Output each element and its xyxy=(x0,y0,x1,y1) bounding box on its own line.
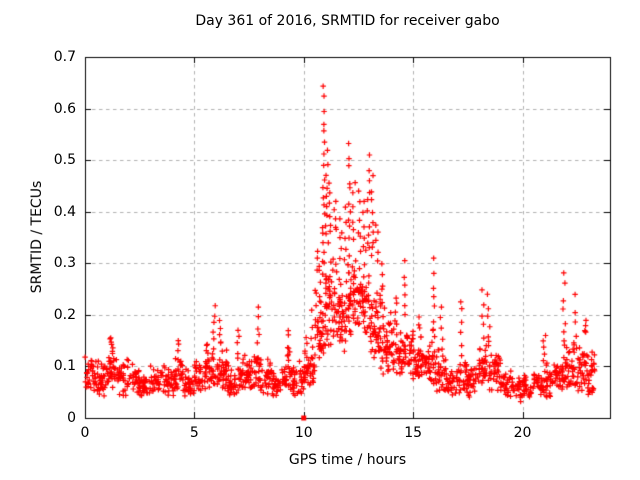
x-tick-label: 0 xyxy=(80,425,90,441)
y-tick-label: 0.1 xyxy=(53,358,76,375)
y-tick-label: 0.4 xyxy=(53,203,76,220)
chart-title: Day 361 of 2016, SRMTID for receiver gab… xyxy=(195,13,500,29)
x-axis-label: GPS time / hours xyxy=(288,452,407,468)
y-tick-label: 0 xyxy=(67,410,76,426)
y-tick-label: 0.6 xyxy=(53,100,76,117)
y-axis-label: SRMTID / TECUs xyxy=(29,180,45,294)
x-tick-label: 15 xyxy=(404,425,423,441)
y-tick-label: 0.3 xyxy=(53,255,76,272)
x-tick-label: 20 xyxy=(513,425,532,441)
y-tick-label: 0.2 xyxy=(53,306,76,323)
y-tick-label: 0.7 xyxy=(53,49,76,65)
x-tick-label: 10 xyxy=(294,425,313,441)
y-tick-label: 0.5 xyxy=(53,152,76,169)
x-tick-label: 5 xyxy=(189,425,199,441)
